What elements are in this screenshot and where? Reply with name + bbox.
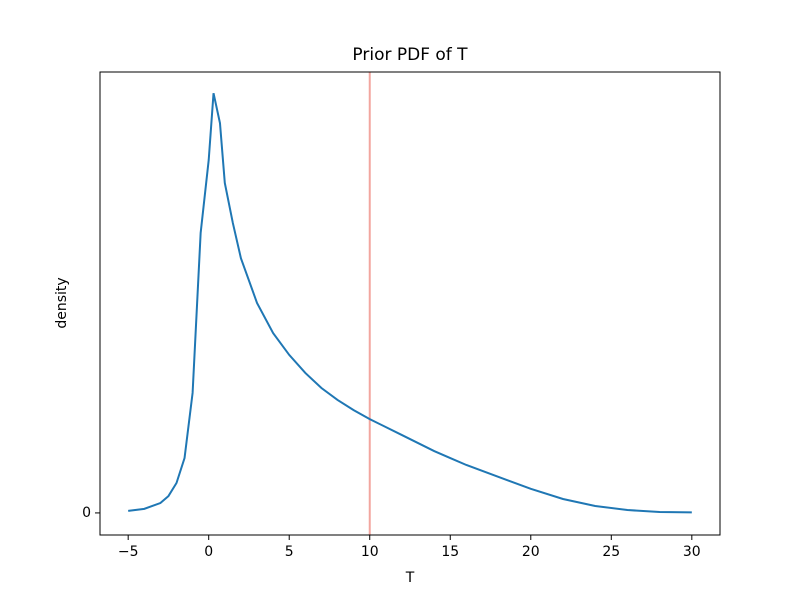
y-tick-label: 0 <box>82 505 91 521</box>
x-tick-label: 15 <box>441 544 459 560</box>
x-tick-label: 25 <box>602 544 620 560</box>
chart-title: Prior PDF of T <box>352 45 468 65</box>
line-series <box>128 92 692 514</box>
axes-frame <box>99 71 721 536</box>
x-tick-label: 30 <box>683 544 701 560</box>
x-tick-label: 5 <box>285 544 294 560</box>
x-tick-label: 0 <box>204 544 213 560</box>
x-tick-label: −5 <box>118 544 139 560</box>
x-axis-label: T <box>405 570 415 586</box>
y-axis-label: density <box>54 277 70 328</box>
x-tick-label: 20 <box>522 544 540 560</box>
x-tick-label: 10 <box>361 544 379 560</box>
